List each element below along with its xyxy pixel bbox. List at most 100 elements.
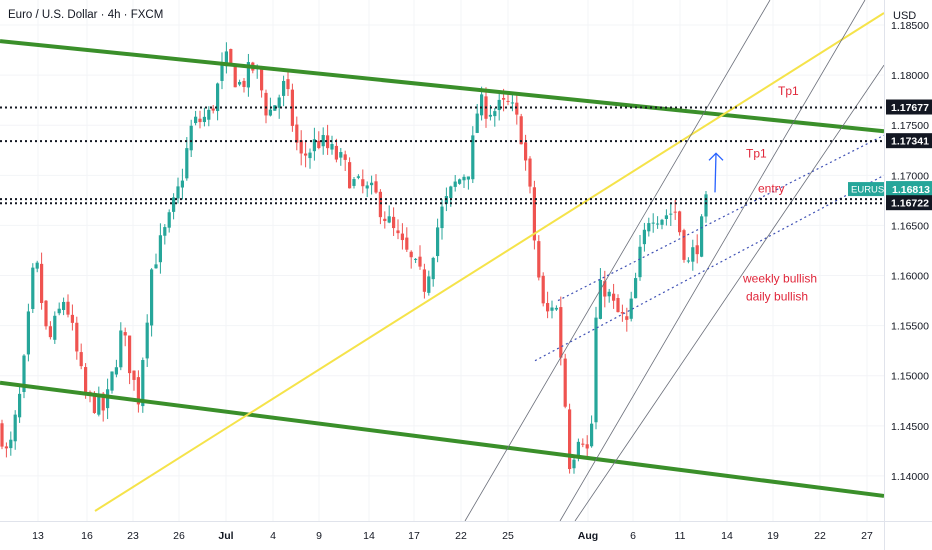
- x-tick-label: 19: [767, 530, 779, 542]
- candle-down: [295, 124, 299, 143]
- candle-down: [40, 263, 44, 303]
- x-tick-label: 4: [270, 530, 276, 542]
- candle-down: [136, 377, 140, 405]
- currency-label[interactable]: USD: [893, 10, 917, 22]
- symbol-label: EURUSD: [851, 185, 891, 196]
- candle-up: [488, 114, 492, 117]
- candle-up: [13, 414, 17, 442]
- candle-down: [92, 392, 96, 413]
- candle-down: [422, 269, 426, 292]
- candle-up: [554, 307, 558, 310]
- candle-down: [519, 116, 523, 145]
- candle-up: [277, 97, 281, 108]
- candle-down: [326, 135, 330, 149]
- annotation-label: daily bullish: [746, 290, 808, 304]
- target-arrow-head: [708, 152, 724, 161]
- horizontal-levels: [0, 106, 884, 205]
- annotations: Tp1 Tp1 entry weekly bullish daily bullish: [708, 84, 817, 304]
- candle-up: [31, 267, 35, 309]
- channel-lower-line: [0, 380, 885, 498]
- x-tick-label: Jul: [218, 530, 233, 542]
- candle-up: [224, 51, 228, 67]
- candle-up: [202, 116, 206, 123]
- candle-up: [550, 307, 554, 311]
- candle-down: [84, 367, 88, 395]
- channel-upper-line: [0, 39, 885, 134]
- candle-down: [581, 443, 585, 445]
- candle-down: [4, 446, 8, 449]
- candle-up: [35, 262, 39, 269]
- candle-down: [304, 153, 308, 156]
- steep-channel-line-3: [574, 64, 885, 522]
- x-tick-label: Aug: [578, 530, 598, 542]
- candle-up: [312, 139, 316, 152]
- candle-down: [48, 326, 52, 338]
- grid: [0, 0, 884, 521]
- candle-down: [0, 423, 4, 447]
- candle-down: [260, 68, 264, 91]
- candle-up: [106, 389, 110, 409]
- candle-down: [418, 256, 422, 267]
- candle-up: [449, 186, 453, 199]
- y-axis-ticks: 1.18500 1.18000 1.17500 1.17000 1.16500 1.160…: [891, 20, 929, 483]
- candle-up: [273, 105, 277, 111]
- dotted-channel-line-1: [557, 134, 885, 302]
- candle-up: [172, 197, 176, 212]
- candle-up: [97, 394, 101, 415]
- candle-up: [440, 206, 444, 229]
- candle-down: [396, 230, 400, 234]
- candle-down: [603, 281, 607, 297]
- candle-up: [26, 311, 30, 355]
- candle-up: [691, 247, 695, 262]
- candle-down: [682, 230, 686, 260]
- y-tick-label: 1.15500: [891, 321, 929, 333]
- candle-up: [660, 219, 664, 225]
- price-axis-separator: [884, 0, 885, 550]
- candle-down: [229, 49, 233, 65]
- candle-up: [642, 229, 646, 245]
- candle-down: [132, 370, 136, 380]
- x-tick-label: 6: [630, 530, 636, 542]
- candle-up: [475, 113, 479, 133]
- candle-down: [361, 179, 365, 187]
- x-tick-label: 9: [316, 530, 322, 542]
- candle-down: [559, 307, 563, 358]
- candle-up: [466, 176, 470, 180]
- candle-down: [70, 314, 74, 323]
- candle-down: [568, 409, 572, 470]
- y-tick-label: 1.14500: [891, 421, 929, 433]
- candle-down: [678, 211, 682, 233]
- candle-up: [651, 222, 655, 224]
- candle-down: [409, 251, 413, 258]
- candle-down: [348, 162, 352, 189]
- annotation-label: weekly bullish: [742, 272, 817, 286]
- candle-up: [119, 330, 123, 368]
- candle-up: [150, 269, 154, 326]
- steep-channel-line-1: [464, 0, 771, 522]
- x-tick-label: 16: [81, 530, 93, 542]
- y-tick-label: 1.15000: [891, 371, 929, 383]
- symbol-badge: [848, 182, 884, 197]
- candle-down: [546, 303, 550, 312]
- candle-up: [576, 441, 580, 458]
- candle-up: [321, 135, 325, 147]
- x-axis-ticks: 13 16 23 26 Jul 4 9 14 17 22 25 Aug 6 11 14 19 22 27: [32, 530, 873, 542]
- candle-up: [110, 371, 114, 391]
- x-tick-label: 13: [32, 530, 44, 542]
- candle-up: [22, 355, 26, 393]
- candle-up: [471, 135, 475, 180]
- candle-up: [493, 111, 497, 117]
- candle-up: [458, 179, 462, 184]
- y-tick-label: 1.14000: [891, 471, 929, 483]
- candle-down: [537, 241, 541, 278]
- target-arrow-shaft: [714, 153, 717, 193]
- candle-up: [216, 83, 220, 112]
- candle-down: [541, 275, 545, 304]
- y-tick-label: 1.16000: [891, 271, 929, 283]
- candle-up: [308, 152, 312, 159]
- candle-up: [352, 179, 356, 186]
- candle-up: [480, 94, 484, 116]
- x-tick-label: 23: [127, 530, 139, 542]
- candle-down: [211, 108, 215, 111]
